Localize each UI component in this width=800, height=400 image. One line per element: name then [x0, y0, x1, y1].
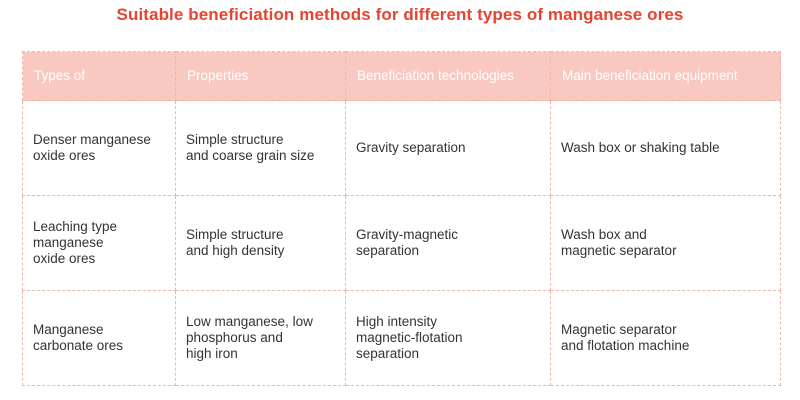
cell-properties: Simple structure and high density: [175, 195, 346, 291]
cell-equipment: Wash box or shaking table: [550, 100, 781, 196]
table-row: Denser manganese oxide ores Simple struc…: [22, 100, 781, 196]
cell-properties: Simple structure and coarse grain size: [175, 100, 346, 196]
table-row: Leaching type manganese oxide ores Simpl…: [22, 195, 781, 291]
cell-equipment: Wash box and magnetic separator: [550, 195, 781, 291]
cell-technology: High intensity magnetic-flotation separa…: [345, 290, 551, 386]
cell-technology: Gravity-magnetic separation: [345, 195, 551, 291]
header-technologies: Beneficiation technologies: [345, 51, 551, 101]
cell-type: Denser manganese oxide ores: [22, 100, 176, 196]
table-header-row: Types of Properties Beneficiation techno…: [22, 51, 781, 101]
cell-type: Leaching type manganese oxide ores: [22, 195, 176, 291]
header-equipment: Main beneficiation equipment: [550, 51, 781, 101]
page-title: Suitable beneficiation methods for diffe…: [116, 5, 684, 24]
header-properties: Properties: [175, 51, 346, 101]
cell-technology: Gravity separation: [345, 100, 551, 196]
table-row: Manganese carbonate ores Low manganese, …: [22, 290, 781, 386]
ore-beneficiation-table: Types of Properties Beneficiation techno…: [22, 51, 781, 386]
cell-type: Manganese carbonate ores: [22, 290, 176, 386]
cell-equipment: Magnetic separator and flotation machine: [550, 290, 781, 386]
cell-properties: Low manganese, low phosphorus and high i…: [175, 290, 346, 386]
header-types: Types of: [22, 51, 176, 101]
